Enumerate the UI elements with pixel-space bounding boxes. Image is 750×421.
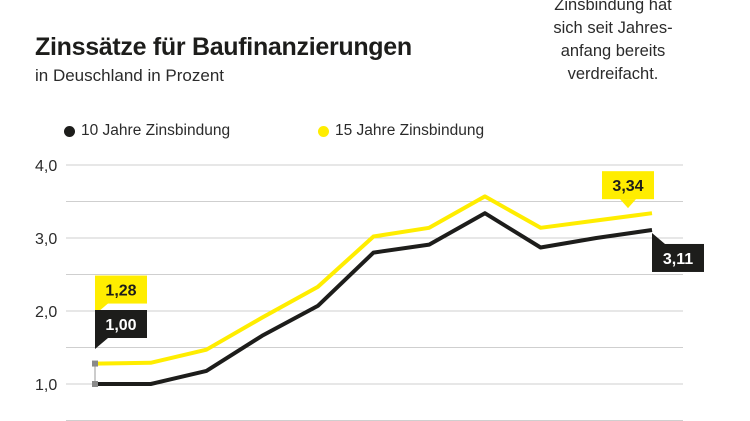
- legend-item-15-jahre: 15 Jahre Zinsbindung: [318, 122, 484, 140]
- callout-box: [602, 171, 654, 200]
- legend-label-15-jahre: 15 Jahre Zinsbindung: [335, 122, 485, 139]
- value-callout-3-11: 3,11: [652, 232, 704, 272]
- start-markers: [92, 360, 98, 387]
- callout-box: [95, 310, 147, 338]
- grid-lines: [66, 164, 683, 421]
- chart-subtitle: in Deuschland in Prozent: [35, 66, 225, 85]
- start-marker: [92, 360, 98, 367]
- note-line-4: verdreifacht.: [567, 65, 659, 83]
- value-callouts: 1,28 1,00 3,34 3,11: [95, 171, 704, 349]
- value-callout-1-00: 1,00: [95, 310, 147, 349]
- legend-dot-black-icon: [64, 125, 75, 137]
- callout-box: [95, 275, 147, 304]
- series-line-10-jahre: [95, 211, 653, 386]
- y-tick-label: 4,0: [35, 158, 57, 175]
- note-line-2: sich seit Jahres-: [553, 19, 673, 37]
- y-tick-label: 3,0: [35, 231, 57, 248]
- legend-label-10-jahre: 10 Jahre Zinsbindung: [81, 122, 231, 139]
- callout-pointer: [620, 199, 636, 209]
- y-tick-label: 1,0: [35, 377, 57, 394]
- callout-pointer: [95, 338, 108, 349]
- legend-item-10-jahre: 10 Jahre Zinsbindung: [64, 122, 230, 140]
- callout-label: 3,11: [663, 251, 693, 268]
- y-axis-tick-labels: 1,0 2,0 3,0 4,0: [35, 158, 57, 394]
- note-line-1: Zinsbindung hat: [554, 0, 672, 14]
- callout-label: 1,28: [105, 283, 136, 300]
- series-lines: [94, 194, 653, 386]
- value-callout-1-28: 1,28: [95, 275, 147, 315]
- annotation-note: Zinsbindung hat sich seit Jahres- anfang…: [523, 0, 703, 86]
- callout-box: [652, 243, 704, 272]
- value-callout-3-34: 3,34: [602, 171, 654, 209]
- legend-dot-yellow-icon: [318, 125, 329, 137]
- start-marker: [92, 381, 98, 387]
- callout-label: 3,34: [612, 178, 643, 195]
- series-line-15-jahre: [94, 194, 653, 366]
- chart-title: Zinssätze für Baufinanzierungen: [35, 33, 412, 61]
- note-line-3: anfang bereits: [560, 42, 666, 60]
- callout-pointer: [652, 232, 665, 244]
- y-tick-label: 2,0: [35, 304, 57, 321]
- callout-label: 1,00: [105, 317, 136, 334]
